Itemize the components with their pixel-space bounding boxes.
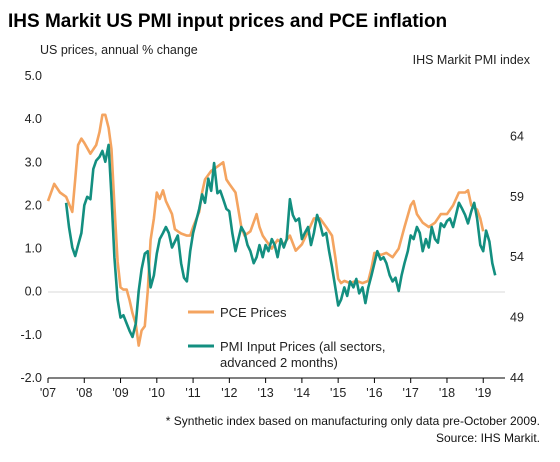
left-tick-label: -2.0: [20, 371, 42, 385]
left-axis-label: US prices, annual % change: [40, 43, 198, 57]
right-axis-ticks: 64 59 54 49 44: [510, 129, 524, 385]
x-tick-label: '19: [475, 386, 491, 400]
pmi-input-prices-line: [64, 143, 497, 339]
legend-label-pmi-line: PMI Input Prices (all sectors,: [220, 339, 385, 354]
left-tick-label: 3.0: [25, 155, 42, 169]
right-tick-label: 44: [510, 371, 524, 385]
x-tick-label: '18: [439, 386, 455, 400]
left-tick-label: 1.0: [25, 242, 42, 256]
left-tick-label: 5.0: [25, 69, 42, 83]
right-tick-label: 49: [510, 311, 524, 325]
left-axis-ticks: 5.0 4.0 3.0 2.0 1.0 0.0 -1.0 -2.0: [20, 69, 42, 385]
left-tick-label: 4.0: [25, 112, 42, 126]
x-tick-label: '10: [149, 386, 165, 400]
right-tick-label: 59: [510, 190, 524, 204]
series-layer: [46, 113, 497, 347]
footnote: * Synthetic index based on manufacturing…: [166, 414, 540, 428]
x-tick-label: '08: [76, 386, 92, 400]
source-note: Source: IHS Markit.: [436, 431, 540, 445]
x-axis-ticks: '07 '08 '09 '10 '11 '12 '13 '14 '15 '16 '17 '18 '19: [40, 378, 491, 400]
x-tick-label: '13: [257, 386, 273, 400]
left-tick-label: 0.0: [25, 285, 42, 299]
x-tick-label: '07: [40, 386, 56, 400]
legend-label-pmi-line: advanced 2 months): [220, 355, 338, 370]
right-tick-label: 64: [510, 129, 524, 143]
legend-label-pmi: PMI Input Prices (all sectors, advanced 2…: [220, 339, 385, 370]
x-tick-label: '11: [185, 386, 200, 400]
x-tick-label: '16: [366, 386, 382, 400]
x-tick-label: '09: [112, 386, 128, 400]
x-tick-label: '14: [294, 386, 310, 400]
right-tick-label: 54: [510, 250, 524, 264]
pce-prices-line: [46, 113, 485, 347]
x-tick-label: '15: [330, 386, 346, 400]
right-axis-label: IHS Markit PMI index: [413, 53, 531, 67]
legend-label-pce: PCE Prices: [220, 305, 287, 320]
x-tick-label: '17: [403, 386, 419, 400]
chart-title: IHS Markit US PMI input prices and PCE i…: [8, 11, 447, 32]
x-tick-label: '12: [221, 386, 237, 400]
left-tick-label: 2.0: [25, 198, 42, 212]
left-tick-label: -1.0: [20, 328, 42, 342]
